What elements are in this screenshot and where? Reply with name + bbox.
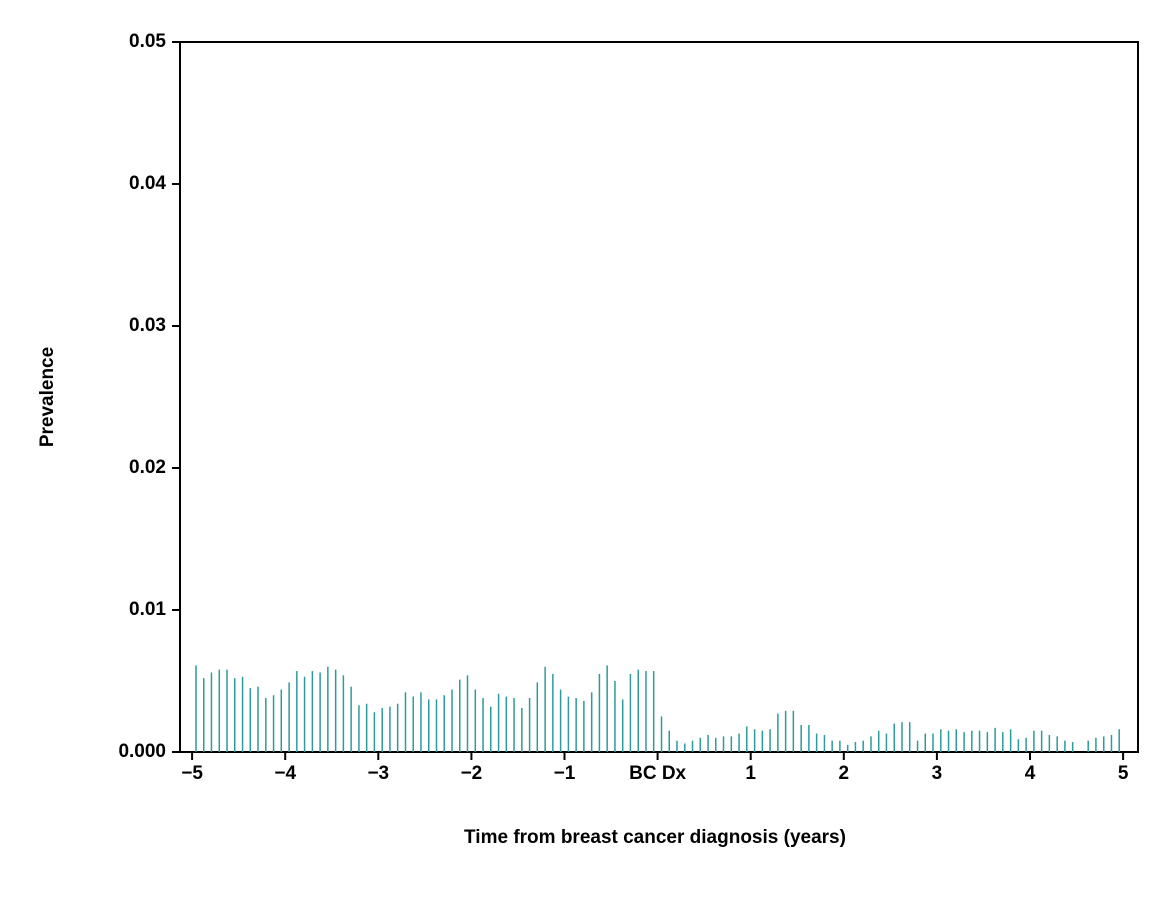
x-tick-label: −1 — [554, 763, 576, 784]
x-tick-label: 2 — [839, 763, 850, 784]
y-axis-title: Prevalence — [37, 347, 58, 447]
x-tick-label: −4 — [274, 763, 296, 784]
plot-frame — [179, 41, 1139, 753]
y-tick-label: 0.03 — [129, 315, 166, 336]
y-tick-label: 0.01 — [129, 599, 166, 620]
y-tick-label: 0.04 — [129, 173, 166, 194]
x-tick-label: 1 — [745, 763, 756, 784]
x-tick-label: 3 — [932, 763, 943, 784]
x-tick-label: −2 — [461, 763, 483, 784]
x-tick-label: 5 — [1118, 763, 1129, 784]
x-tick-label: BC Dx — [629, 763, 686, 784]
x-tick-label: −3 — [367, 763, 389, 784]
y-tick-label: 0.02 — [129, 457, 166, 478]
y-tick-label: 0.000 — [118, 741, 166, 762]
x-tick-label: −5 — [181, 763, 203, 784]
x-tick-label: 4 — [1025, 763, 1036, 784]
y-tick-label: 0.05 — [129, 31, 166, 52]
x-axis-title: Time from breast cancer diagnosis (years… — [464, 827, 846, 848]
